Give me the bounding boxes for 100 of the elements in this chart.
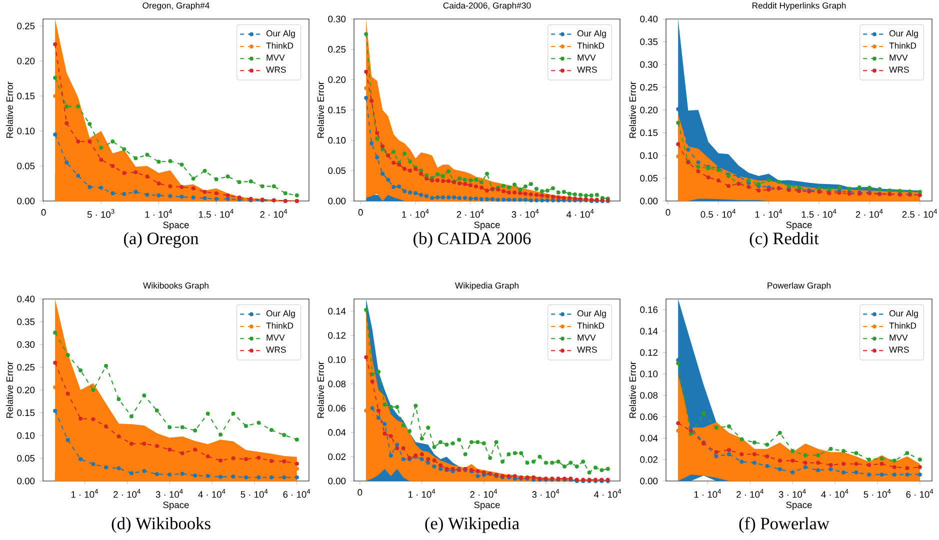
legend-label: Our Alg bbox=[889, 30, 918, 38]
legend-label: MVV bbox=[578, 54, 596, 61]
x-tick-label: 1 · 10$^{4}$ bbox=[408, 489, 436, 498]
text: (d) Wikibooks bbox=[112, 517, 210, 533]
legend-label: WRS bbox=[266, 346, 286, 353]
legend-label: ThinkD bbox=[266, 42, 294, 49]
y-tick-label: 0.05 bbox=[17, 162, 35, 170]
legend-label: WRS bbox=[889, 66, 909, 73]
chart-title: Wikipedia Graph bbox=[455, 282, 518, 290]
y-tick-label: 0.02 bbox=[328, 453, 346, 460]
y-tick-label: 0.10 bbox=[17, 128, 35, 134]
x-tick-label: 4 · 10$^{4}$ bbox=[594, 489, 622, 498]
legend-label: WRS bbox=[889, 346, 909, 353]
y-tick-label: 0.00 bbox=[17, 478, 35, 484]
legend-label: MVV bbox=[266, 334, 285, 341]
x-tick-label: 0 bbox=[358, 209, 363, 216]
x-tick-label: 0 bbox=[41, 209, 46, 216]
chart-title: Caida-2006, Graph#30 bbox=[443, 2, 531, 10]
y-tick-label: 0.02 bbox=[640, 456, 658, 463]
legend-label: ThinkD bbox=[577, 322, 604, 329]
x-axis-title: Space bbox=[786, 222, 812, 230]
x-tick-label: 6 · 10$^{4}$ bbox=[906, 489, 934, 498]
x-axis-title: Space bbox=[163, 222, 189, 230]
legend-label: ThinkD bbox=[889, 322, 916, 329]
y-tick-label: 0.25 bbox=[640, 84, 658, 91]
y-tick-label: 0.30 bbox=[328, 16, 346, 22]
y-tick-label: 0.20 bbox=[640, 106, 658, 114]
text: (f) Powerlaw bbox=[739, 517, 830, 533]
y-tick-label: 0.05 bbox=[640, 174, 658, 182]
y-tick-label: 0.15 bbox=[640, 129, 658, 136]
x-tick-label: 1 · 10$^{4}$ bbox=[402, 209, 429, 218]
y-tick-label: 0.20 bbox=[17, 386, 35, 394]
y-axis-title: Relative Error bbox=[317, 82, 324, 138]
y-tick-label: 0.15 bbox=[328, 106, 346, 114]
y-axis-title: Relative Error bbox=[317, 362, 324, 418]
y-tick-label: 0.00 bbox=[328, 198, 346, 204]
x-tick-label: 5 · 10$^{4}$ bbox=[240, 489, 268, 498]
y-axis-title: Relative Error bbox=[629, 82, 636, 138]
y-tick-label: 0.10 bbox=[328, 137, 346, 144]
legend-label: ThinkD bbox=[889, 42, 916, 49]
y-tick-label: 0.00 bbox=[640, 478, 658, 484]
legend-label: Our Alg bbox=[577, 310, 606, 318]
chart-title: Wikibooks Graph bbox=[143, 282, 208, 290]
x-tick-label: 1 · 10$^{4}$ bbox=[755, 209, 782, 218]
x-tick-label: 2 · 10$^{4}$ bbox=[260, 209, 288, 218]
legend-label: ThinkD bbox=[266, 322, 294, 329]
y-tick-label: 0.06 bbox=[640, 413, 658, 420]
text: (e) Wikipedia bbox=[425, 517, 520, 533]
x-tick-label: 5 · 10$^{4}$ bbox=[864, 489, 891, 498]
y-tick-label: 0.10 bbox=[17, 432, 35, 439]
chart-title: Powerlaw Graph bbox=[768, 282, 830, 290]
legend-label: WRS bbox=[577, 346, 597, 353]
x-tick-label: 3 · 10$^{4}$ bbox=[156, 489, 183, 498]
legend-label: Our Alg bbox=[266, 310, 295, 318]
legend-label: ThinkD bbox=[577, 42, 604, 49]
x-tick-label: 3 · 10$^{4}$ bbox=[778, 489, 806, 498]
y-tick-label: 0.06 bbox=[328, 404, 346, 412]
legend-label: Our Alg bbox=[577, 30, 606, 38]
y-tick-label: 0.30 bbox=[17, 341, 35, 348]
x-tick-label: 1.5 · 10$^{4}$ bbox=[199, 209, 234, 218]
legend-label: MVV bbox=[890, 54, 908, 61]
x-tick-label: 0 bbox=[666, 209, 670, 216]
y-tick-label: 0.40 bbox=[640, 16, 658, 22]
x-tick-label: 2 · 10$^{4}$ bbox=[114, 489, 140, 498]
y-tick-label: 0.25 bbox=[17, 22, 35, 30]
x-tick-label: 1 · 10$^{4}$ bbox=[145, 209, 172, 218]
y-axis-title: Relative Error bbox=[6, 362, 13, 418]
y-tick-label: 0.15 bbox=[17, 92, 35, 100]
y-tick-label: 0.00 bbox=[17, 198, 35, 204]
legend-label: MVV bbox=[266, 54, 285, 61]
y-tick-label: 0.12 bbox=[640, 349, 658, 356]
x-tick-label: 1.5 · 10$^{4}$ bbox=[802, 209, 836, 218]
x-tick-label: 6 · 10$^{4}$ bbox=[283, 489, 310, 498]
x-tick-label: 1 · 10$^{4}$ bbox=[71, 489, 98, 498]
x-tick-label: 0 bbox=[358, 489, 362, 496]
x-axis-title: Space bbox=[786, 502, 812, 510]
y-tick-label: 0.35 bbox=[17, 318, 35, 326]
y-tick-label: 0.05 bbox=[328, 167, 346, 174]
y-tick-label: 0.14 bbox=[328, 308, 346, 314]
x-tick-label: 2 · 10$^{4}$ bbox=[736, 489, 764, 498]
y-tick-label: 0.20 bbox=[17, 58, 35, 64]
x-tick-label: 3 · 10$^{4}$ bbox=[532, 489, 560, 498]
x-tick-label: 1 · 10$^{4}$ bbox=[694, 489, 722, 498]
x-tick-label: 2.5 · 10$^{4}$ bbox=[902, 209, 938, 218]
chart-title: Reddit Hyperlinks Graph bbox=[752, 2, 846, 10]
legend-label: WRS bbox=[577, 66, 597, 73]
text: (c) Reddit bbox=[750, 232, 819, 248]
x-tick-label: 5 · 10$^{3}$ bbox=[87, 209, 114, 218]
y-tick-label: 0.16 bbox=[640, 306, 658, 314]
x-axis-title: Space bbox=[163, 502, 189, 510]
text: (b) CAIDA 2006 bbox=[414, 232, 531, 248]
x-tick-label: 2 · 10$^{4}$ bbox=[470, 489, 498, 498]
y-tick-label: 0.08 bbox=[328, 380, 346, 388]
legend-label: MVV bbox=[890, 334, 908, 341]
x-axis-title: Space bbox=[474, 502, 500, 510]
y-tick-label: 0.20 bbox=[328, 76, 346, 83]
text: (a) Oregon bbox=[124, 232, 199, 248]
y-tick-label: 0.25 bbox=[17, 364, 35, 371]
y-tick-label: 0.10 bbox=[328, 356, 346, 363]
y-axis-title: Relative Error bbox=[629, 362, 636, 418]
